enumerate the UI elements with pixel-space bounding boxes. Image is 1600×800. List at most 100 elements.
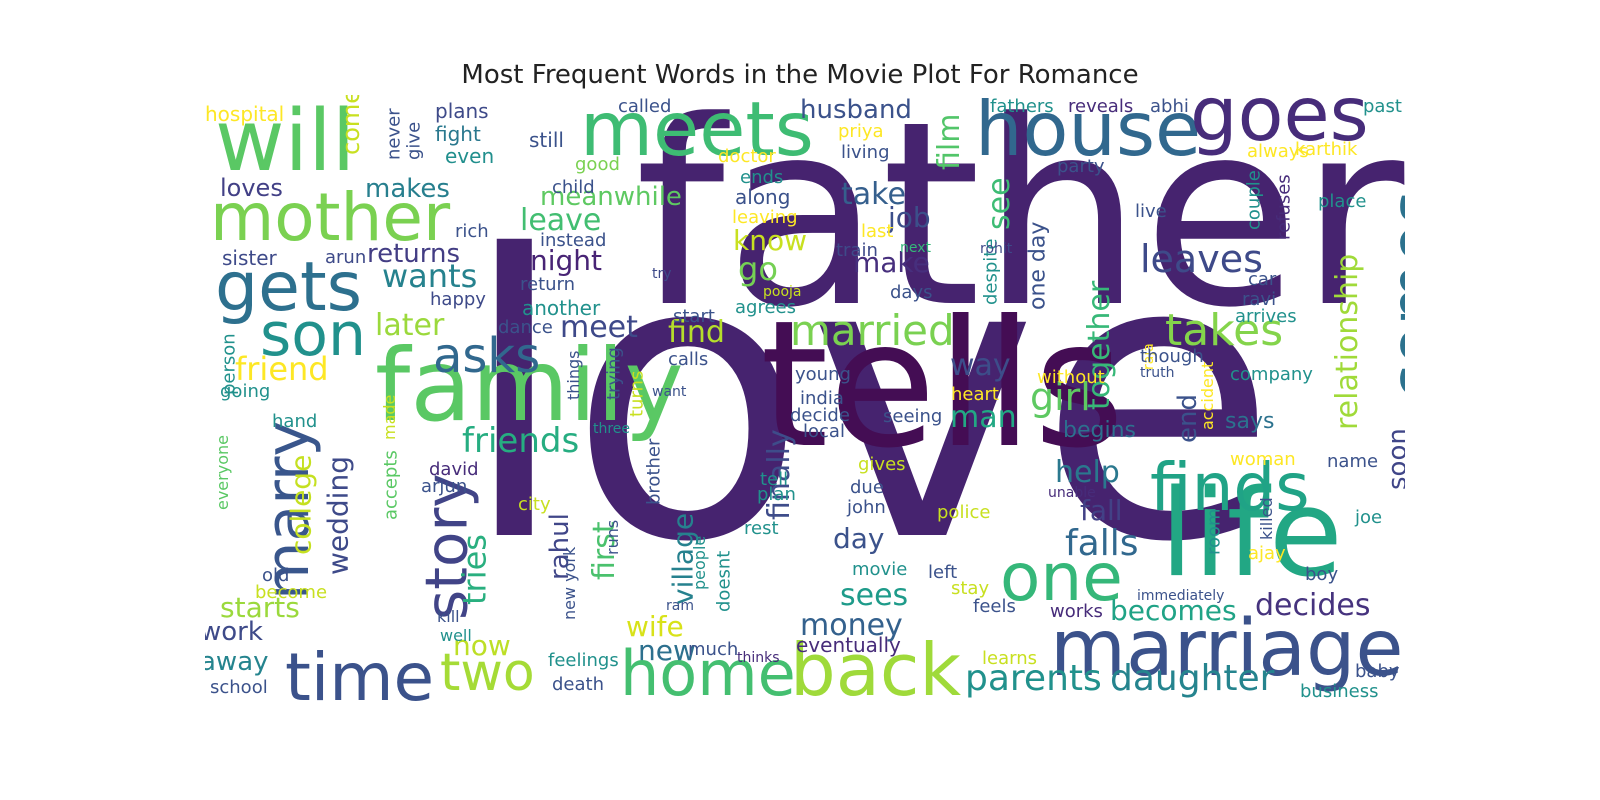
word-seeing: seeing: [883, 406, 942, 427]
word-instead: instead: [540, 230, 606, 251]
word-becomes: becomes: [1110, 594, 1237, 627]
word-plan: plan: [757, 484, 796, 505]
word-live: live: [1135, 201, 1167, 222]
word-takes: takes: [1165, 305, 1283, 356]
word-rich: rich: [455, 221, 489, 242]
word-boy: boy: [1305, 564, 1338, 585]
word-two: two: [440, 643, 535, 703]
word-raja: raja: [1141, 343, 1157, 370]
word-business: business: [1300, 681, 1378, 702]
word-wedding: wedding: [321, 456, 354, 575]
word-daughter: daughter: [1110, 658, 1275, 699]
word-called: called: [618, 96, 671, 117]
word-married: married: [790, 306, 955, 355]
word-city: city: [518, 494, 551, 515]
word-baby: baby: [1355, 661, 1400, 682]
word-know: know: [733, 224, 807, 257]
word-meet: meet: [560, 310, 638, 345]
word-see: see: [982, 177, 1017, 230]
word-fathers: fathers: [990, 96, 1054, 117]
word-plans: plans: [435, 99, 489, 123]
word-father: father: [635, 95, 1405, 364]
word-past: past: [1363, 96, 1402, 117]
word-away: away: [205, 647, 269, 677]
word-will: will: [215, 95, 355, 191]
word-son: son: [260, 300, 366, 370]
word-returns: returns: [367, 239, 460, 269]
word-still: still: [529, 128, 564, 152]
word-cloud: lovefathertellsfamilylifemarriagehousego…: [205, 95, 1405, 705]
word-without: without: [1037, 367, 1105, 388]
word-village: village: [666, 513, 699, 605]
word-first: first: [587, 521, 622, 580]
word-sister: sister: [222, 246, 278, 270]
word-wife: wife: [626, 610, 684, 643]
word-ravi: ravi: [1242, 289, 1276, 310]
word-meets: meets: [580, 95, 814, 173]
word-reveals: reveals: [1068, 96, 1133, 117]
word-truth: truth: [1140, 365, 1174, 381]
word-turns: turns: [626, 371, 647, 417]
word-go: go: [738, 250, 778, 288]
word-finds: finds: [1150, 449, 1310, 526]
word-local: local: [803, 421, 845, 442]
word-later: later: [375, 308, 445, 343]
word-house: house: [975, 95, 1201, 173]
word-time: time: [285, 639, 434, 705]
word-india: india: [800, 388, 844, 409]
word-trying: trying: [603, 347, 624, 400]
word-john: john: [846, 497, 886, 518]
word-make: make: [853, 246, 930, 279]
word-work: work: [205, 617, 263, 647]
word-ajay: ajay: [1248, 543, 1286, 564]
word-give: give: [403, 122, 424, 160]
word-back: back: [790, 628, 961, 705]
word-another: another: [522, 296, 601, 320]
word-makes: makes: [365, 174, 450, 204]
word-marry: marry: [253, 421, 323, 600]
word-stay: stay: [951, 578, 989, 599]
word-made: made: [380, 395, 399, 440]
word-woman: woman: [1230, 449, 1296, 470]
word-decides: decides: [1255, 588, 1370, 623]
word-heart: heart: [951, 384, 999, 405]
word-new-york: new york: [560, 546, 579, 620]
word-relationship: relationship: [1330, 254, 1365, 430]
word-unable: unable: [1048, 485, 1096, 501]
word-name: name: [1327, 451, 1378, 472]
word-night: night: [530, 244, 602, 277]
word-well: well: [440, 626, 472, 645]
word-despite: despite: [980, 239, 1001, 305]
word-train: train: [836, 240, 878, 261]
word-leave: leave: [520, 203, 601, 238]
word-one: one: [1000, 539, 1123, 616]
word-old: old: [262, 565, 289, 586]
word-pooja: pooja: [763, 284, 802, 300]
word-even: even: [445, 144, 494, 168]
word-tries: tries: [456, 534, 494, 605]
word-abhi: abhi: [1150, 96, 1189, 117]
word-room: room: [1203, 508, 1224, 555]
word-place: place: [1318, 191, 1366, 212]
word-feelings: feelings: [548, 650, 619, 671]
word-police: police: [937, 502, 990, 523]
word-mother: mother: [210, 179, 451, 256]
word-help: help: [1055, 455, 1120, 490]
word-child: child: [552, 177, 595, 198]
word-priya: priya: [838, 121, 884, 142]
word-friend: friend: [235, 350, 329, 388]
chart-title: Most Frequent Words in the Movie Plot Fo…: [461, 60, 1139, 90]
word-learns: learns: [982, 648, 1037, 669]
word-leaves: leaves: [1140, 237, 1263, 281]
word-way: way: [950, 348, 1011, 383]
word-sees: sees: [840, 578, 908, 613]
word-though: though: [1140, 346, 1204, 367]
word-home: home: [620, 637, 796, 705]
word-asks: asks: [433, 328, 540, 384]
word-young: young: [795, 364, 851, 385]
word-last: last: [861, 221, 893, 242]
word-party: party: [1057, 156, 1105, 177]
word-feels: feels: [973, 596, 1016, 617]
word-finally: finally: [762, 429, 797, 520]
word-family: family: [375, 327, 684, 444]
